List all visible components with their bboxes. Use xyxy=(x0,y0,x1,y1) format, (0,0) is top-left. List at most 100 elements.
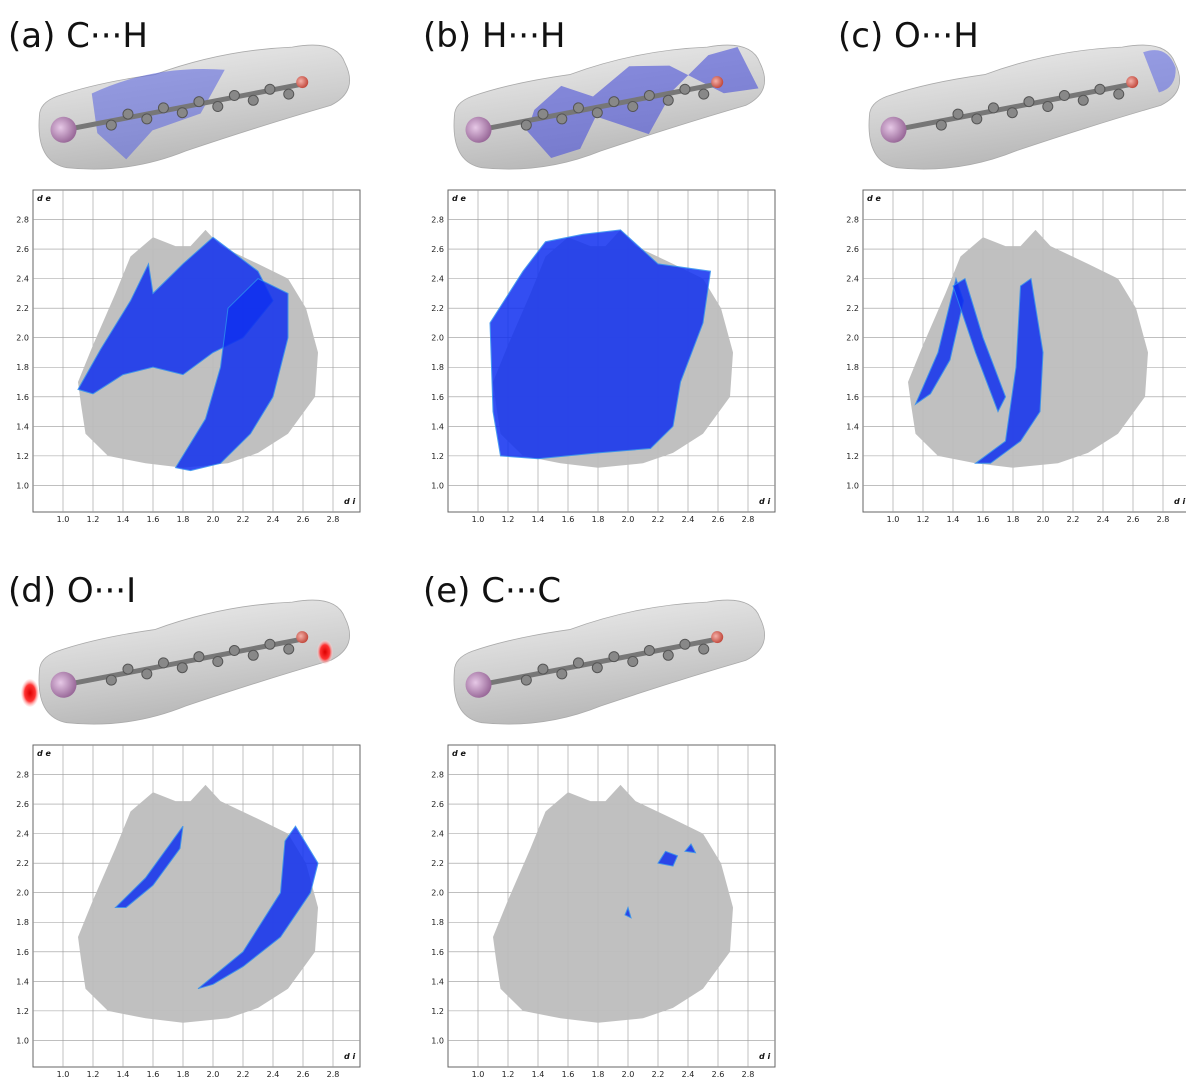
y-tick-label: 2.6 xyxy=(846,245,859,254)
figure: (a) C···H 1.0 1.2 1.4 1.6 1.8 2.0 2.2 2.4 2.6 2.8 1… xyxy=(0,0,1186,1077)
x-tick-label: 2.8 xyxy=(742,515,755,524)
y-tick-label: 2.4 xyxy=(431,830,444,839)
x-tick-label: 2.2 xyxy=(237,515,250,524)
x-tick-label: 1.6 xyxy=(977,515,990,524)
fingerprint-plot: 1.01.21.41.61.82.02.22.42.62.81.01.21.41… xyxy=(846,190,1186,524)
y-tick-label: 1.2 xyxy=(846,452,859,461)
y-tick-label: 1.2 xyxy=(16,1007,29,1016)
y-tick-label: 2.8 xyxy=(846,216,859,225)
y-tick-label: 1.4 xyxy=(431,977,444,986)
x-tick-label: 2.8 xyxy=(1157,515,1170,524)
x-tick-label: 2.8 xyxy=(327,1070,340,1077)
x-axis-label: d i xyxy=(1174,497,1186,506)
x-tick-label: 2.6 xyxy=(712,515,725,524)
hirshfeld-surface xyxy=(447,38,773,179)
x-tick-label: 2.2 xyxy=(237,1070,250,1077)
y-tick-label: 2.0 xyxy=(431,334,444,343)
y-tick-label: 2.2 xyxy=(16,304,29,313)
panel-label: (b) H···H xyxy=(423,16,565,56)
y-tick-label: 2.4 xyxy=(16,275,29,284)
panel-label: (a) C···H xyxy=(8,16,148,56)
y-tick-label: 2.0 xyxy=(431,889,444,898)
x-tick-label: 2.6 xyxy=(712,1070,725,1077)
y-tick-label: 1.6 xyxy=(16,393,29,402)
x-tick-label: 1.0 xyxy=(472,1070,485,1077)
contact-spot xyxy=(21,679,39,707)
x-tick-label: 1.8 xyxy=(177,1070,190,1077)
fingerprint-plot: 1.01.21.41.61.82.02.22.42.62.81.01.21.41… xyxy=(16,190,360,524)
x-tick-label: 2.4 xyxy=(682,1070,695,1077)
x-axis-label: d i xyxy=(759,1052,771,1061)
x-tick-label: 2.0 xyxy=(1037,515,1050,524)
y-tick-label: 1.0 xyxy=(846,481,859,490)
y-tick-label: 1.4 xyxy=(16,422,29,431)
x-tick-label: 1.8 xyxy=(592,515,605,524)
x-tick-label: 2.8 xyxy=(327,515,340,524)
hirshfeld-surface xyxy=(447,593,773,734)
panel-label: (e) C···C xyxy=(423,571,561,611)
y-tick-label: 2.2 xyxy=(431,859,444,868)
y-tick-label: 2.0 xyxy=(846,334,859,343)
panel-label: (c) O···H xyxy=(838,16,979,56)
y-tick-label: 1.2 xyxy=(16,452,29,461)
y-tick-label: 2.8 xyxy=(16,216,29,225)
y-tick-label: 2.4 xyxy=(846,275,859,284)
panel-label: (d) O···I xyxy=(8,571,136,611)
x-tick-label: 1.0 xyxy=(472,515,485,524)
y-tick-label: 1.2 xyxy=(431,452,444,461)
y-tick-label: 2.8 xyxy=(431,216,444,225)
x-tick-label: 1.6 xyxy=(147,515,160,524)
x-tick-label: 1.2 xyxy=(87,1070,100,1077)
x-tick-label: 2.2 xyxy=(1067,515,1080,524)
x-tick-label: 1.4 xyxy=(117,515,130,524)
y-axis-label: d e xyxy=(452,194,467,203)
x-tick-label: 2.4 xyxy=(267,1070,280,1077)
x-tick-label: 1.2 xyxy=(502,515,515,524)
x-tick-label: 1.4 xyxy=(947,515,960,524)
y-tick-label: 2.4 xyxy=(16,830,29,839)
panel: (b) H···H1.01.21.41.61.82.02.22.42.62.81… xyxy=(423,16,775,524)
x-tick-label: 1.2 xyxy=(502,1070,515,1077)
x-tick-label: 2.4 xyxy=(1097,515,1110,524)
x-tick-label: 1.0 xyxy=(887,515,900,524)
y-tick-label: 1.6 xyxy=(846,393,859,402)
x-tick-label: 1.2 xyxy=(87,515,100,524)
x-tick-label: 1.0 xyxy=(57,1070,70,1077)
y-tick-label: 1.0 xyxy=(431,1036,444,1045)
y-tick-label: 2.8 xyxy=(16,771,29,780)
x-tick-label: 2.0 xyxy=(622,515,635,524)
x-tick-label: 2.4 xyxy=(267,515,280,524)
y-tick-label: 1.4 xyxy=(846,422,859,431)
x-axis-label: d i xyxy=(344,1052,356,1061)
y-tick-label: 1.8 xyxy=(431,363,444,372)
x-tick-label: 1.6 xyxy=(562,515,575,524)
surface xyxy=(447,593,773,734)
x-tick-label: 2.0 xyxy=(207,515,220,524)
y-tick-label: 2.8 xyxy=(431,771,444,780)
y-tick-label: 1.0 xyxy=(16,1036,29,1045)
hirshfeld-surface xyxy=(32,593,358,734)
y-tick-label: 1.2 xyxy=(431,1007,444,1016)
y-tick-label: 2.0 xyxy=(16,889,29,898)
y-tick-label: 1.8 xyxy=(16,363,29,372)
y-tick-label: 2.6 xyxy=(431,245,444,254)
panel: (d) O···I1.01.21.41.61.82.02.22.42.62.81… xyxy=(8,571,360,1077)
y-tick-label: 1.0 xyxy=(16,481,29,490)
x-tick-label: 1.8 xyxy=(177,515,190,524)
panel: (a) C···H 1.0 1.2 1.4 1.6 1.8 2.0 2.2 2.4 2.6 2.8 1… xyxy=(8,16,360,524)
hirshfeld-surface xyxy=(862,38,1186,179)
x-axis-label: d i xyxy=(344,497,356,506)
y-tick-label: 1.6 xyxy=(431,393,444,402)
y-axis-label: d e xyxy=(37,194,52,203)
fingerprint-plot: 1.01.21.41.61.82.02.22.42.62.81.01.21.41… xyxy=(16,745,360,1077)
y-tick-label: 1.8 xyxy=(16,918,29,927)
x-tick-label: 1.4 xyxy=(532,1070,545,1077)
x-tick-label: 2.6 xyxy=(297,515,310,524)
x-tick-label: 2.0 xyxy=(622,1070,635,1077)
x-tick-label: 1.2 xyxy=(917,515,930,524)
y-tick-label: 2.2 xyxy=(431,304,444,313)
y-tick-label: 2.2 xyxy=(16,859,29,868)
y-tick-label: 2.6 xyxy=(16,245,29,254)
